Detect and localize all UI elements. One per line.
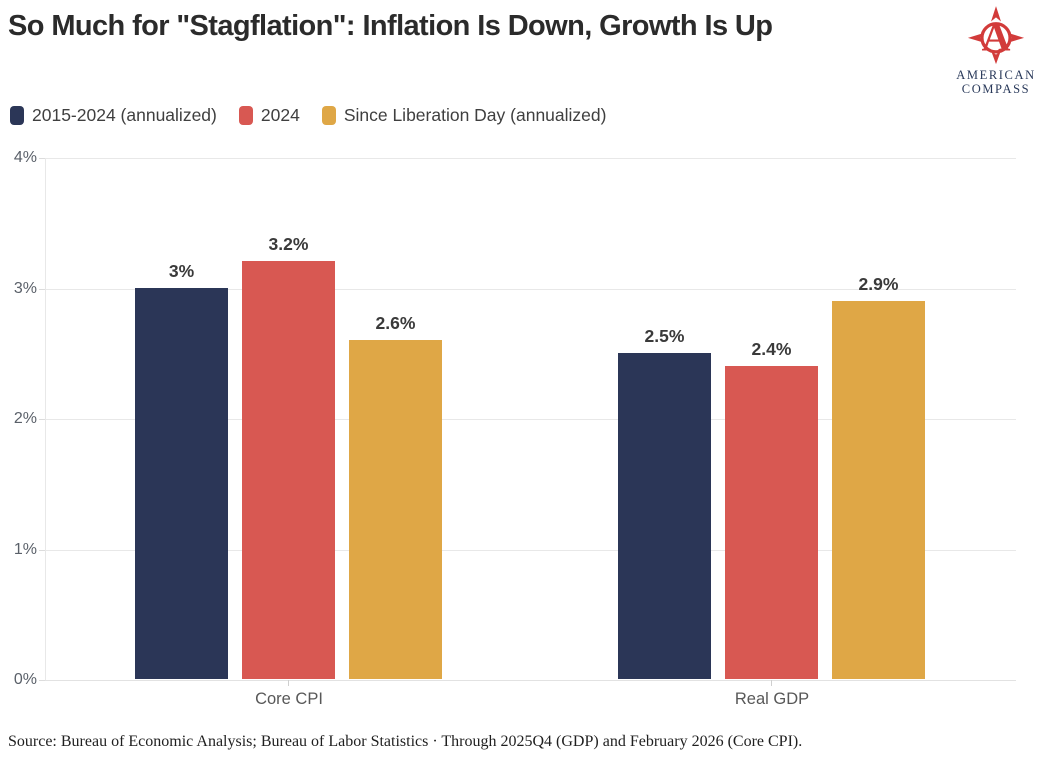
bar-chart: 4% 3% 2% 1% 0% 3% 3.2% 2.6% 2.5% 2.4% 2.… bbox=[14, 149, 1016, 708]
bar-value-label: 2.5% bbox=[644, 325, 685, 346]
x-axis-line bbox=[45, 680, 1016, 681]
source-note: Source: Bureau of Economic Analysis; Bur… bbox=[8, 733, 803, 750]
logo-wordmark: AMERICAN COMPASS bbox=[944, 68, 1048, 96]
legend-swatch-red bbox=[238, 106, 253, 125]
legend-item-liberation-day: Since Liberation Day (annualized) bbox=[321, 105, 607, 126]
bar-value-label: 3% bbox=[168, 260, 195, 281]
y-tick-label: 1% bbox=[13, 540, 37, 558]
bar-real-gdp-2024: 2.4% bbox=[725, 339, 818, 679]
y-axis-line bbox=[45, 158, 46, 680]
bar-core-cpi-2024: 3.2% bbox=[242, 234, 335, 679]
y-tickmark bbox=[39, 288, 45, 290]
y-tickmark bbox=[39, 680, 45, 681]
y-tick-label: 4% bbox=[13, 149, 37, 166]
svg-text:A: A bbox=[982, 15, 1011, 60]
legend-item-2024: 2024 bbox=[238, 105, 300, 126]
y-tickmark bbox=[39, 419, 45, 420]
chart-legend: 2015-2024 (annualized) 2024 Since Libera… bbox=[10, 105, 606, 126]
legend-swatch-navy bbox=[10, 106, 24, 125]
bar-core-cpi-liberation-day: 2.6% bbox=[349, 313, 442, 679]
logo-line-2: COMPASS bbox=[961, 82, 1031, 96]
bar-value-label: 2.9% bbox=[858, 273, 899, 294]
logo-line-1: AMERICAN bbox=[956, 68, 1036, 82]
y-tick-label: 0% bbox=[13, 671, 37, 688]
x-tickmark-real-gdp bbox=[771, 680, 772, 686]
y-tickmark bbox=[39, 549, 45, 551]
legend-label: 2015-2024 (annualized) bbox=[32, 105, 217, 125]
page-title: So Much for "Stagflation": Inflation Is … bbox=[8, 10, 773, 42]
gridline-4pct bbox=[45, 158, 1016, 159]
gridline-1pct bbox=[45, 549, 1016, 551]
x-tickmark-core-cpi bbox=[288, 680, 289, 686]
gridline-2pct bbox=[45, 419, 1016, 420]
american-compass-logo: A AMERICAN COMPASS bbox=[944, 6, 1048, 96]
legend-label: Since Liberation Day (annualized) bbox=[343, 105, 607, 125]
bar-group-core-cpi: 3% 3.2% 2.6% bbox=[135, 157, 442, 679]
y-tickmark bbox=[39, 158, 45, 159]
legend-swatch-gold bbox=[321, 106, 336, 125]
y-tick-label: 3% bbox=[13, 279, 37, 297]
y-tick-label: 2% bbox=[13, 410, 37, 427]
x-category-label-real-gdp: Real GDP bbox=[734, 690, 810, 708]
bar-real-gdp-2015-2024: 2.5% bbox=[618, 326, 711, 679]
gridline-3pct bbox=[45, 288, 1016, 290]
compass-rose-icon: A bbox=[967, 6, 1025, 65]
bar-value-label: 2.6% bbox=[375, 312, 416, 333]
legend-label: 2024 bbox=[260, 105, 300, 125]
bar-value-label: 3.2% bbox=[268, 234, 309, 255]
bar-value-label: 2.4% bbox=[751, 338, 792, 359]
x-category-label-core-cpi: Core CPI bbox=[255, 690, 323, 708]
bar-real-gdp-liberation-day: 2.9% bbox=[832, 274, 925, 679]
legend-item-2015-2024: 2015-2024 (annualized) bbox=[10, 105, 217, 126]
bar-core-cpi-2015-2024: 3% bbox=[135, 261, 228, 679]
bar-group-real-gdp: 2.5% 2.4% 2.9% bbox=[618, 157, 925, 679]
